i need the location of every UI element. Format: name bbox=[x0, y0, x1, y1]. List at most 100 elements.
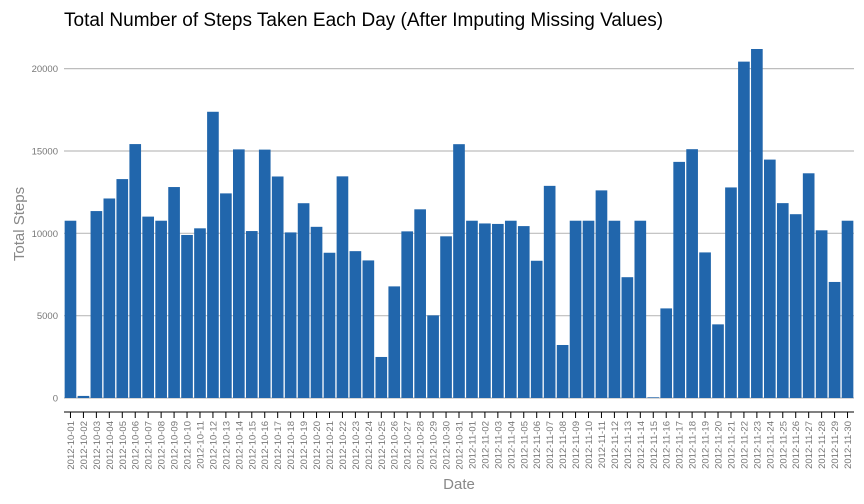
bar bbox=[530, 260, 543, 398]
x-tick-label: 2012-10-12 bbox=[208, 421, 219, 470]
chart-title: Total Number of Steps Taken Each Day (Af… bbox=[64, 10, 664, 31]
bar bbox=[427, 315, 439, 398]
x-tick-label: 2012-10-09 bbox=[170, 421, 181, 470]
x-axis-label: Date bbox=[443, 476, 475, 493]
x-tick-label: 2012-10-02 bbox=[79, 421, 90, 470]
x-tick-label: 2012-10-20 bbox=[312, 421, 323, 470]
bar bbox=[245, 231, 258, 398]
bar bbox=[763, 159, 776, 398]
bar bbox=[673, 161, 685, 398]
bar bbox=[336, 176, 349, 398]
bar bbox=[90, 211, 103, 398]
bar bbox=[789, 214, 802, 398]
bar bbox=[323, 252, 336, 398]
bar bbox=[233, 149, 245, 398]
x-tick-label: 2012-11-09 bbox=[571, 421, 582, 469]
y-tick-label: 5000 bbox=[37, 311, 58, 322]
x-tick-label: 2012-11-03 bbox=[493, 421, 504, 469]
bar bbox=[155, 220, 167, 398]
x-tick-label: 2012-11-19 bbox=[701, 421, 712, 469]
bar bbox=[543, 185, 556, 398]
x-tick-label: 2012-11-27 bbox=[804, 421, 815, 469]
bar bbox=[414, 209, 426, 398]
x-tick-label: 2012-10-28 bbox=[416, 421, 427, 470]
bar bbox=[220, 193, 232, 398]
x-tick-label: 2012-11-25 bbox=[778, 421, 789, 469]
bar bbox=[142, 216, 155, 398]
bar bbox=[776, 203, 789, 398]
x-tick-label: 2012-11-11 bbox=[597, 421, 608, 468]
x-tick-label: 2012-11-15 bbox=[649, 421, 660, 469]
bars bbox=[64, 49, 854, 399]
bar bbox=[297, 203, 310, 398]
bar bbox=[401, 231, 414, 398]
x-tick-label: 2012-10-06 bbox=[131, 421, 142, 470]
x-tick-label: 2012-10-07 bbox=[144, 421, 155, 470]
bar bbox=[194, 228, 206, 398]
bar bbox=[492, 223, 504, 398]
x-tick-label: 2012-10-30 bbox=[442, 421, 453, 470]
x-tick-label: 2012-10-31 bbox=[455, 421, 466, 470]
x-tick-label: 2012-11-08 bbox=[558, 421, 569, 469]
x-tick-label: 2012-10-16 bbox=[260, 421, 271, 470]
x-tick-label: 2012-10-04 bbox=[105, 421, 116, 470]
x-tick-label: 2012-11-22 bbox=[739, 421, 750, 469]
x-tick-label: 2012-10-25 bbox=[377, 421, 388, 470]
bar bbox=[647, 397, 660, 398]
bar bbox=[815, 230, 828, 398]
x-tick-label: 2012-10-24 bbox=[364, 421, 375, 470]
bar bbox=[569, 220, 582, 398]
x-tick-label: 2012-10-13 bbox=[221, 421, 232, 470]
y-tick-label: 10000 bbox=[32, 229, 58, 240]
x-tick-label: 2012-10-05 bbox=[118, 421, 129, 470]
x-tick-label: 2012-11-26 bbox=[791, 421, 802, 469]
x-tick-label: 2012-11-07 bbox=[545, 421, 556, 469]
y-tick-label: 0 bbox=[53, 394, 58, 405]
x-tick-label: 2012-11-04 bbox=[506, 421, 517, 469]
x-tick-label: 2012-10-10 bbox=[183, 421, 194, 470]
bar bbox=[349, 251, 362, 398]
x-tick-label: 2012-11-20 bbox=[714, 421, 725, 469]
bar bbox=[504, 220, 517, 398]
x-tick-label: 2012-11-28 bbox=[817, 421, 828, 469]
x-tick-label: 2012-11-16 bbox=[662, 421, 673, 469]
bar bbox=[686, 149, 698, 398]
x-tick-label: 2012-11-30 bbox=[843, 421, 854, 469]
bar bbox=[556, 344, 569, 398]
bar bbox=[453, 144, 465, 398]
x-tick-label: 2012-10-27 bbox=[403, 421, 414, 470]
bar bbox=[841, 220, 854, 398]
bar bbox=[595, 190, 608, 398]
x-tick-label: 2012-10-18 bbox=[286, 421, 297, 470]
bar bbox=[608, 220, 621, 398]
x-tick-label: 2012-11-17 bbox=[675, 421, 686, 469]
bar bbox=[129, 144, 142, 398]
bar bbox=[712, 324, 724, 398]
x-tick-label: 2012-10-22 bbox=[338, 421, 349, 470]
x-tick-label: 2012-10-01 bbox=[66, 421, 77, 470]
bar bbox=[181, 234, 193, 398]
bar bbox=[103, 198, 116, 398]
x-tick-label: 2012-11-01 bbox=[467, 421, 478, 469]
bar bbox=[64, 220, 77, 398]
bar bbox=[310, 226, 323, 398]
bar bbox=[621, 277, 634, 398]
bar bbox=[440, 236, 452, 398]
x-tick-label: 2012-11-12 bbox=[610, 421, 621, 469]
bar bbox=[660, 308, 673, 398]
bar bbox=[258, 149, 271, 398]
bar bbox=[699, 252, 711, 398]
x-tick-label: 2012-11-23 bbox=[752, 421, 763, 469]
x-tick-label: 2012-10-19 bbox=[299, 421, 310, 470]
bar bbox=[116, 179, 129, 398]
bar bbox=[284, 232, 297, 398]
x-tick-label: 2012-10-15 bbox=[247, 421, 258, 470]
x-tick-label: 2012-10-11 bbox=[195, 421, 206, 469]
bar bbox=[582, 220, 595, 398]
x-tick-label: 2012-10-29 bbox=[429, 421, 440, 470]
bar bbox=[828, 281, 841, 398]
bar bbox=[751, 49, 763, 398]
x-tick-label: 2012-10-08 bbox=[157, 421, 168, 470]
y-tick-label: 15000 bbox=[32, 146, 58, 157]
